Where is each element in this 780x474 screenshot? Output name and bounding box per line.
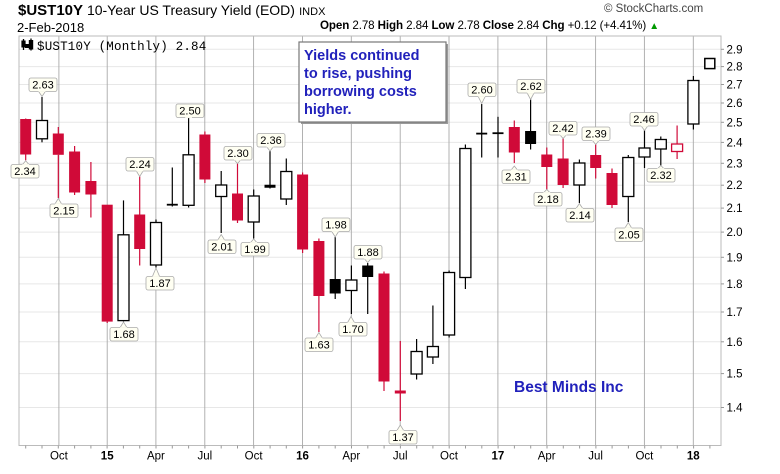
svg-text:to rise, pushing: to rise, pushing	[304, 66, 412, 82]
svg-text:17: 17	[492, 451, 505, 463]
svg-text:2.39: 2.39	[585, 129, 606, 141]
svg-text:Oct: Oct	[440, 451, 459, 463]
svg-text:1.8: 1.8	[727, 279, 743, 291]
svg-text:2.42: 2.42	[552, 123, 573, 135]
svg-text:2.62: 2.62	[520, 81, 541, 93]
svg-text:1.7: 1.7	[727, 307, 743, 319]
svg-text:Apr: Apr	[538, 451, 556, 463]
svg-text:2.36: 2.36	[260, 135, 281, 147]
svg-text:1.88: 1.88	[357, 247, 378, 259]
svg-text:2.15: 2.15	[53, 206, 74, 218]
svg-text:1.99: 1.99	[244, 244, 265, 256]
svg-text:Jul: Jul	[393, 451, 408, 463]
svg-text:higher.: higher.	[304, 102, 352, 118]
svg-text:2.3: 2.3	[727, 158, 743, 170]
svg-text:1.9: 1.9	[727, 252, 743, 264]
svg-text:2.63: 2.63	[32, 80, 53, 92]
svg-text:Oct: Oct	[50, 451, 69, 463]
svg-text:1.6: 1.6	[727, 337, 743, 349]
svg-text:2.0: 2.0	[727, 227, 743, 239]
svg-text:Oct: Oct	[245, 451, 264, 463]
svg-text:Jul: Jul	[588, 451, 603, 463]
svg-text:borrowing costs: borrowing costs	[304, 84, 417, 100]
svg-text:Yields continued: Yields continued	[304, 48, 419, 64]
svg-text:2.01: 2.01	[211, 242, 232, 254]
svg-text:2.30: 2.30	[227, 148, 248, 160]
svg-text:1.98: 1.98	[325, 220, 346, 232]
svg-text:1.68: 1.68	[113, 329, 134, 341]
svg-text:2.4: 2.4	[727, 137, 744, 149]
svg-text:2.60: 2.60	[471, 85, 492, 97]
svg-text:2.05: 2.05	[618, 230, 639, 242]
svg-text:2.14: 2.14	[569, 210, 590, 222]
svg-text:2.2: 2.2	[727, 180, 743, 192]
svg-text:2.5: 2.5	[727, 117, 743, 129]
svg-text:Best Minds Inc: Best Minds Inc	[514, 379, 624, 396]
svg-text:2.24: 2.24	[129, 159, 150, 171]
svg-text:1.87: 1.87	[149, 278, 170, 290]
svg-text:2.31: 2.31	[505, 172, 526, 184]
svg-text:Jul: Jul	[197, 451, 212, 463]
svg-text:1.4: 1.4	[727, 403, 744, 415]
svg-text:Apr: Apr	[147, 451, 165, 463]
svg-text:2.9: 2.9	[727, 44, 743, 56]
svg-text:Oct: Oct	[635, 451, 654, 463]
svg-text:2.46: 2.46	[633, 114, 654, 126]
svg-text:1.37: 1.37	[392, 432, 413, 444]
svg-text:Apr: Apr	[342, 451, 360, 463]
svg-text:2.50: 2.50	[179, 106, 200, 118]
svg-text:1.5: 1.5	[727, 369, 743, 381]
svg-text:1.70: 1.70	[342, 324, 363, 336]
svg-text:2.6: 2.6	[727, 98, 743, 110]
svg-text:2.7: 2.7	[727, 80, 743, 92]
svg-text:2.32: 2.32	[650, 170, 671, 182]
svg-text:1.63: 1.63	[308, 340, 329, 352]
svg-text:15: 15	[101, 451, 114, 463]
svg-text:16: 16	[296, 451, 309, 463]
svg-text:18: 18	[687, 451, 700, 463]
svg-text:2.34: 2.34	[14, 166, 35, 178]
svg-text:$UST10Y (Monthly) 2.84: $UST10Y (Monthly) 2.84	[37, 40, 206, 54]
svg-text:2.18: 2.18	[537, 194, 558, 206]
svg-text:2.1: 2.1	[727, 203, 743, 215]
svg-text:2.8: 2.8	[727, 62, 743, 74]
